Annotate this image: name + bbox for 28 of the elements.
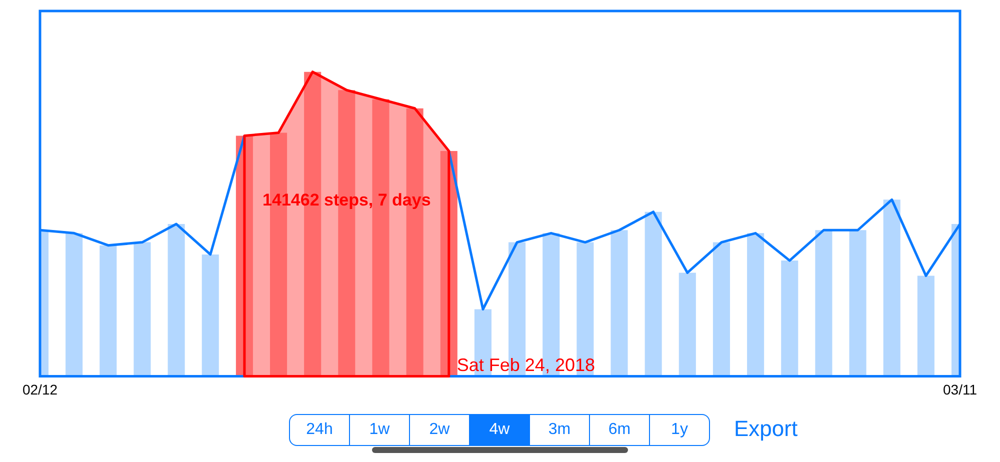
- bar: [678, 272, 696, 376]
- bar: [168, 224, 185, 376]
- bar: [849, 230, 866, 376]
- x-tick-label: 03/11: [943, 381, 978, 398]
- bar: [134, 242, 151, 376]
- bar: [747, 233, 764, 376]
- annotation: Sat Feb 24, 2018: [456, 355, 595, 376]
- bar: [610, 230, 628, 376]
- bar: [917, 276, 934, 376]
- text: 4w: [469, 415, 529, 445]
- bar: [372, 99, 390, 376]
- bar: [883, 200, 900, 376]
- bar: [781, 260, 798, 376]
- text: 24h: [305, 420, 334, 440]
- text: 6m: [589, 415, 649, 445]
- text: 3m: [529, 415, 589, 445]
- bar: [202, 254, 219, 376]
- bar: [100, 245, 117, 376]
- text: 2w: [409, 415, 469, 445]
- bar: [712, 242, 730, 376]
- text: 1y: [649, 415, 709, 445]
- bar: [644, 212, 662, 376]
- bar: [66, 233, 83, 376]
- bar: [815, 230, 832, 376]
- text: Export: [734, 416, 798, 442]
- text: 1w: [349, 415, 409, 445]
- annotation: 141462 steps, 7 days: [262, 190, 431, 210]
- x-tick-label: 02/12: [22, 381, 58, 398]
